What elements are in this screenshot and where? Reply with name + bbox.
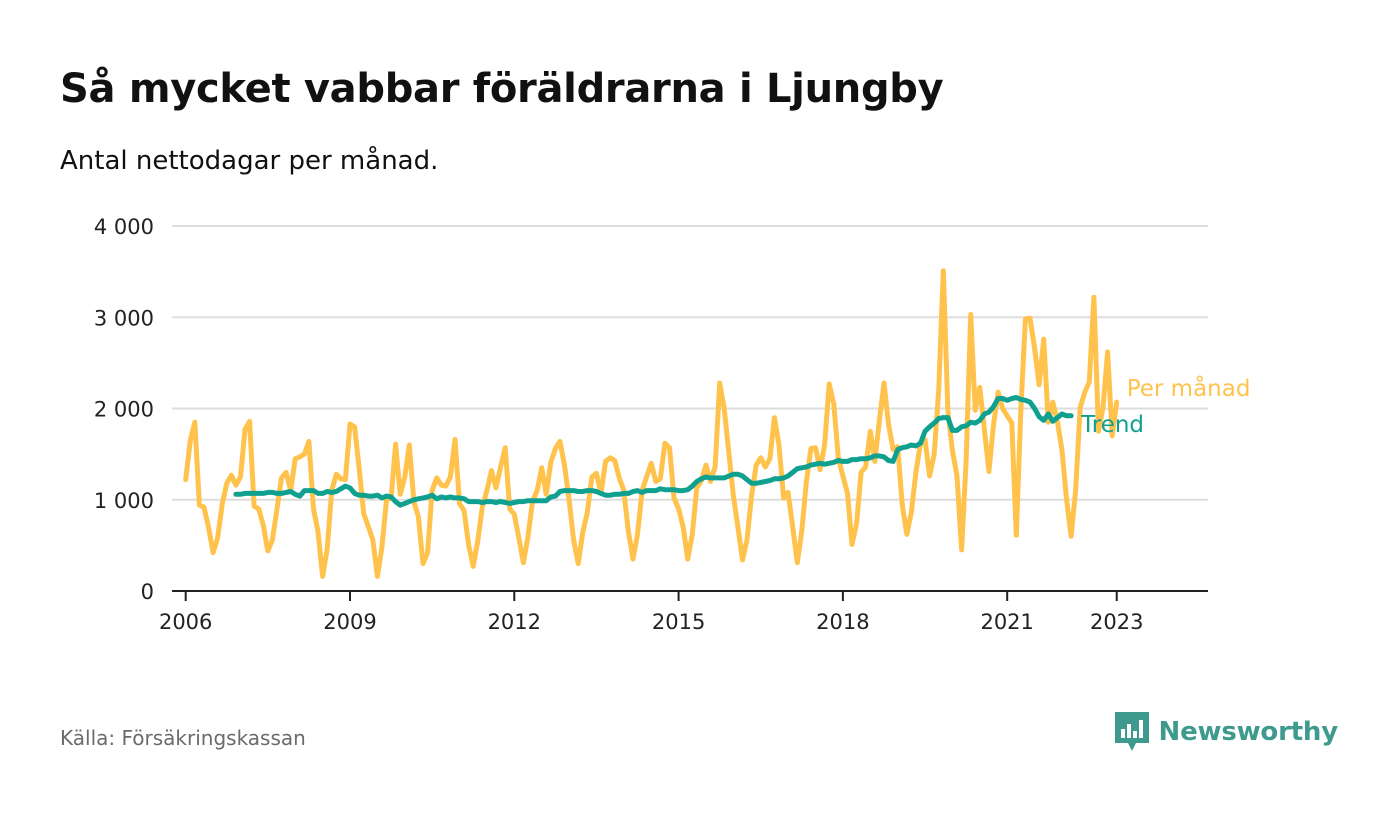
y-axis-ticks: 0 1 000 2 000 3 000 4 000 <box>94 215 154 604</box>
y-tick-label: 2 000 <box>94 398 154 422</box>
series-line-trend <box>233 395 1074 508</box>
series-labels: Per månad Trend <box>1080 374 1250 438</box>
x-tick-label: 2012 <box>488 610 541 634</box>
series-line-monthly <box>183 268 1120 579</box>
brand-logo[interactable]: Newsworthy <box>1114 712 1339 752</box>
y-tick-label: 3 000 <box>94 306 154 330</box>
series-label-trend: Trend <box>1080 412 1144 438</box>
x-tick-label: 2018 <box>816 610 869 634</box>
x-axis-ticks: 2006 2009 2012 2015 2018 2021 2023 <box>159 591 1143 634</box>
y-tick-label: 4 000 <box>94 215 154 239</box>
x-tick-label: 2015 <box>652 610 705 634</box>
y-tick-label: 1 000 <box>94 489 154 513</box>
newsworthy-logo-icon <box>1114 712 1149 751</box>
x-tick-label: 2021 <box>980 610 1033 634</box>
x-tick-label: 2009 <box>323 610 376 634</box>
series-label-monthly: Per månad <box>1127 374 1251 402</box>
x-tick-label: 2006 <box>159 610 212 634</box>
chart-title: Så mycket vabbar föräldrarna i Ljungby <box>60 66 944 112</box>
brand-name: Newsworthy <box>1158 717 1339 747</box>
chart-subtitle: Antal nettodagar per månad. <box>60 146 439 176</box>
series <box>183 268 1120 579</box>
source-note: Källa: Försäkringskassan <box>60 726 306 750</box>
x-tick-label: 2023 <box>1090 610 1143 634</box>
y-tick-label: 0 <box>141 580 154 604</box>
